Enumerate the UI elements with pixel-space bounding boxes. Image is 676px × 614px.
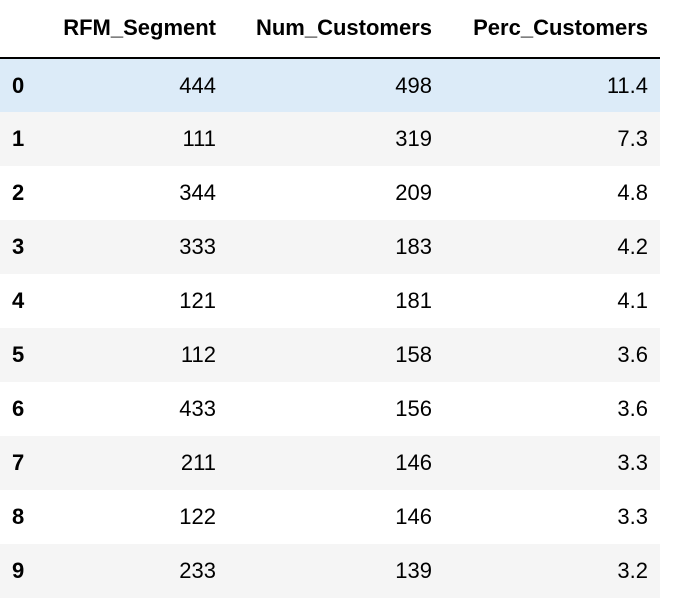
cell-rfm-segment: 112 [180,342,216,367]
cell-num-customers: 209 [395,180,432,205]
column-header-num-customers: Num_Customers [228,0,444,59]
table-row: 1 111 319 7.3 [0,112,660,166]
table-body: 0 444 498 11.4 1 111 319 7.3 2 344 209 4… [0,58,660,598]
index-header [0,0,40,59]
table-row: 9 233 139 3.2 [0,544,660,598]
cell-num-customers: 146 [395,504,432,529]
cell-rfm-segment: 433 [179,396,216,421]
cell-perc-customers: 11.4 [606,72,648,98]
cell-rfm-segment: 122 [179,504,216,529]
row-index: 0 [12,72,25,98]
cell-perc-customers: 4.1 [617,288,648,313]
row-index: 7 [12,450,25,475]
cell-perc-customers: 7.3 [617,126,648,151]
dataframe-table: RFM_Segment Num_Customers Perc_Customers… [0,0,660,598]
cell-perc-customers: 4.2 [617,234,648,259]
cell-num-customers: 498 [395,72,432,98]
header-row: RFM_Segment Num_Customers Perc_Customers [0,0,660,59]
cell-num-customers: 319 [395,126,432,151]
row-index: 6 [12,396,25,421]
table-row: 5 112 158 3.6 [0,328,660,382]
cell-perc-customers: 3.6 [617,396,648,421]
cell-rfm-segment: 233 [179,558,216,583]
row-index: 2 [12,180,25,205]
table-row: 8 122 146 3.3 [0,490,660,544]
cell-rfm-segment: 444 [179,72,216,98]
cell-num-customers: 181 [395,288,432,313]
cell-rfm-segment: 344 [179,180,216,205]
cell-num-customers: 183 [395,234,432,259]
row-index: 3 [12,234,25,259]
row-index: 5 [12,342,25,367]
table-row: 3 333 183 4.2 [0,220,660,274]
table-header: RFM_Segment Num_Customers Perc_Customers [0,0,660,59]
table-row: 4 121 181 4.1 [0,274,660,328]
cell-rfm-segment: 121 [179,288,216,313]
row-index: 4 [12,288,25,313]
cell-perc-customers: 3.6 [617,342,648,367]
cell-perc-customers: 3.2 [617,558,648,583]
cell-num-customers: 156 [395,396,432,421]
cell-perc-customers: 4.8 [617,180,648,205]
row-index: 9 [12,558,25,583]
cell-num-customers: 146 [395,450,432,475]
cell-rfm-segment: 111 [182,126,216,151]
table-row: 6 433 156 3.6 [0,382,660,436]
column-header-rfm-segment: RFM_Segment [40,0,228,59]
cell-rfm-segment: 333 [179,234,216,259]
row-index: 8 [12,504,25,529]
cell-perc-customers: 3.3 [617,504,648,529]
dataframe-output: RFM_Segment Num_Customers Perc_Customers… [0,0,660,598]
table-row: 2 344 209 4.8 [0,166,660,220]
row-index: 1 [12,126,25,151]
table-row: 7 211 146 3.3 [0,436,660,490]
column-header-perc-customers: Perc_Customers [444,0,660,59]
cell-rfm-segment: 211 [180,450,216,475]
cell-num-customers: 158 [395,342,432,367]
table-row: 0 444 498 11.4 [0,58,660,112]
cell-perc-customers: 3.3 [617,450,648,475]
cell-num-customers: 139 [395,558,432,583]
